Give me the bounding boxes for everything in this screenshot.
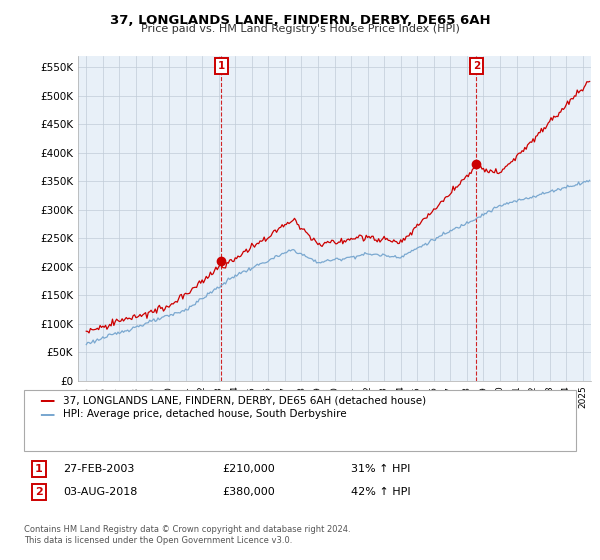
Text: —: — [39,394,55,408]
Text: Contains HM Land Registry data © Crown copyright and database right 2024.
This d: Contains HM Land Registry data © Crown c… [24,525,350,545]
Text: HPI: Average price, detached house, South Derbyshire: HPI: Average price, detached house, Sout… [63,409,347,419]
Text: —: — [39,407,55,422]
Text: 27-FEB-2003: 27-FEB-2003 [63,464,134,474]
Text: £380,000: £380,000 [222,487,275,497]
Text: £210,000: £210,000 [222,464,275,474]
Text: Price paid vs. HM Land Registry's House Price Index (HPI): Price paid vs. HM Land Registry's House … [140,24,460,34]
Text: 2: 2 [35,487,43,497]
Text: 1: 1 [35,464,43,474]
Text: 42% ↑ HPI: 42% ↑ HPI [351,487,410,497]
Text: 2: 2 [473,60,480,71]
Text: 37, LONGLANDS LANE, FINDERN, DERBY, DE65 6AH (detached house): 37, LONGLANDS LANE, FINDERN, DERBY, DE65… [63,396,426,406]
Text: 37, LONGLANDS LANE, FINDERN, DERBY, DE65 6AH: 37, LONGLANDS LANE, FINDERN, DERBY, DE65… [110,14,490,27]
Text: 31% ↑ HPI: 31% ↑ HPI [351,464,410,474]
Text: 03-AUG-2018: 03-AUG-2018 [63,487,137,497]
Text: 1: 1 [218,60,225,71]
